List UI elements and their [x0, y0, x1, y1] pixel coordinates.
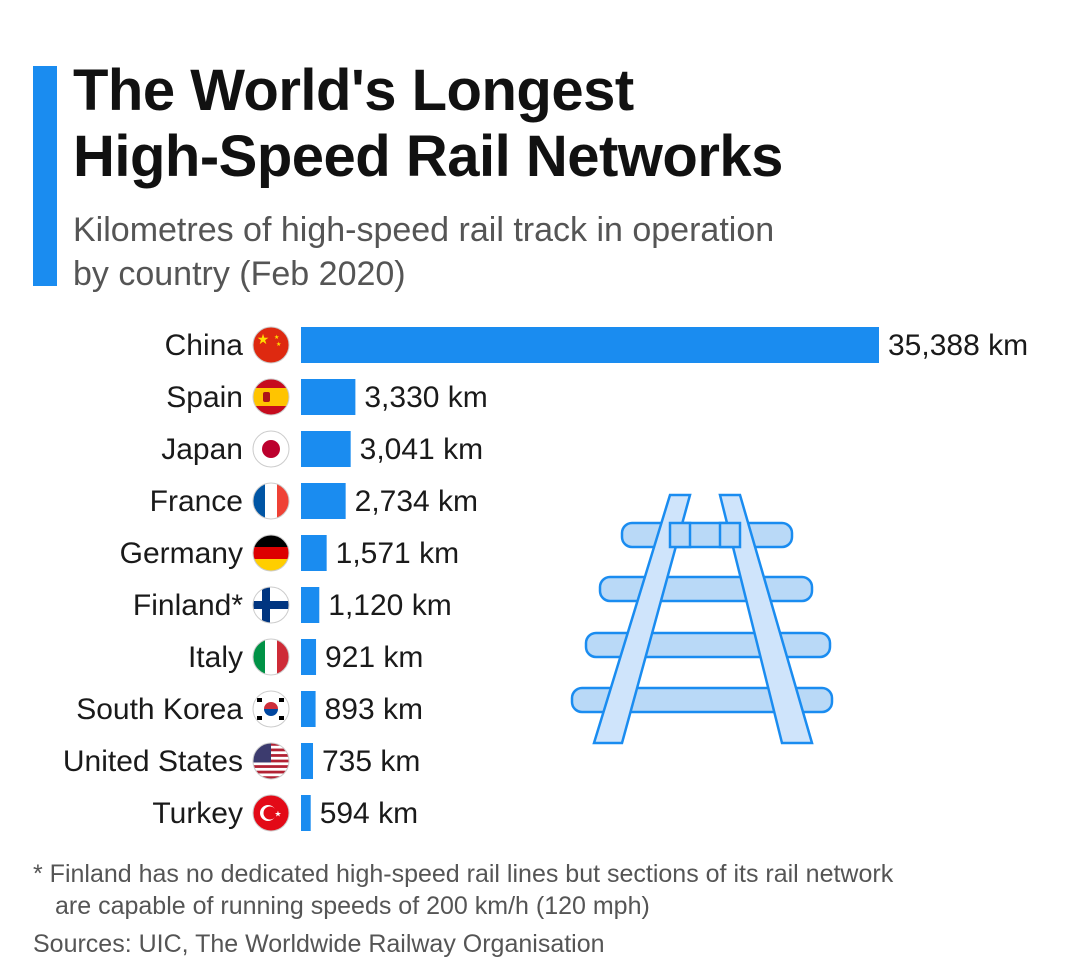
bar: [301, 691, 316, 727]
bar: [301, 535, 327, 571]
footnote: * Finland has no dedicated high-speed ra…: [33, 858, 1033, 922]
sources: Sources: UIC, The Worldwide Railway Orga…: [33, 930, 605, 958]
category-label: France: [150, 485, 243, 518]
chart-subtitle: Kilometres of high-speed rail track in o…: [73, 208, 893, 296]
category-label: Spain: [166, 381, 243, 414]
title-accent-bar: [33, 66, 57, 286]
bar-row: China ★ ★★ 35,388 km: [165, 326, 1028, 364]
bar-row: Japan 3,041 km: [161, 430, 483, 468]
value-label: 1,120 km: [328, 589, 451, 622]
svg-text:★: ★: [276, 341, 281, 348]
bar-row: Finland* 1,120 km: [133, 586, 452, 624]
germany-flag-icon: [252, 534, 290, 572]
value-label: 921 km: [325, 641, 423, 674]
right-rail: [718, 493, 814, 745]
chart-title: The World's Longest High-Speed Rail Netw…: [73, 58, 783, 190]
value-label: 735 km: [322, 745, 420, 778]
bar: [301, 639, 317, 675]
italy-flag-icon: [252, 638, 290, 676]
svg-text:★: ★: [257, 332, 270, 348]
bar: [301, 587, 320, 623]
title-line-2: High-Speed Rail Networks: [73, 124, 783, 189]
france-flag-icon: [252, 482, 290, 520]
bar-row: France 2,734 km: [150, 482, 478, 520]
bar: [301, 431, 351, 467]
subtitle-line-1: Kilometres of high-speed rail track in o…: [73, 211, 775, 249]
bar: [301, 795, 311, 831]
value-label: 893 km: [325, 693, 423, 726]
category-label: China: [165, 329, 244, 362]
united-states-flag-icon: [252, 742, 290, 780]
rail-sleeper-overlay: [668, 521, 692, 549]
title-line-1: The World's Longest: [73, 58, 634, 123]
south-korea-flag-icon: [252, 690, 290, 728]
rail-sleeper: [620, 521, 794, 549]
category-label: United States: [63, 745, 243, 778]
bar: [301, 483, 346, 519]
rail-sleeper: [598, 575, 814, 603]
turkey-flag-icon: ★: [252, 794, 290, 832]
bar-row: Turkey ★ 594 km: [152, 794, 418, 832]
finland-flag-icon: [252, 586, 290, 624]
bar: [301, 743, 314, 779]
bar-row: Italy 921 km: [188, 638, 423, 676]
value-label: 1,571 km: [336, 537, 459, 570]
category-label: Finland*: [133, 589, 243, 622]
bar-row: United States 735 km: [63, 742, 420, 780]
svg-text:★: ★: [274, 334, 279, 341]
rail-sleeper-overlay: [718, 521, 742, 549]
footnote-line-2: are capable of running speeds of 200 km/…: [55, 892, 650, 920]
svg-text:★: ★: [274, 810, 281, 819]
category-label: Italy: [188, 641, 243, 674]
value-label: 594 km: [320, 797, 418, 830]
value-label: 2,734 km: [355, 485, 478, 518]
subtitle-line-2: by country (Feb 2020): [73, 255, 406, 293]
bar-row: Spain 3,330 km: [166, 378, 488, 416]
category-label: Turkey: [152, 797, 243, 830]
china-flag-icon: ★ ★★: [252, 326, 290, 364]
value-label: 3,041 km: [360, 433, 483, 466]
footnote-line-1: * Finland has no dedicated high-speed ra…: [33, 860, 894, 888]
category-label: Japan: [161, 433, 243, 466]
category-label: Germany: [120, 537, 243, 570]
bar-row: South Korea 893 km: [76, 690, 423, 728]
bar: [301, 327, 879, 363]
category-label: South Korea: [76, 693, 243, 726]
bar-row: Germany 1,571 km: [120, 534, 459, 572]
bar: [301, 379, 356, 415]
railway-track-icon: [570, 493, 834, 745]
value-label: 35,388 km: [888, 329, 1028, 362]
spain-flag-icon: [252, 378, 290, 416]
left-rail: [592, 493, 692, 745]
value-label: 3,330 km: [364, 381, 487, 414]
japan-flag-icon: [252, 430, 290, 468]
rail-sleeper: [570, 686, 834, 714]
